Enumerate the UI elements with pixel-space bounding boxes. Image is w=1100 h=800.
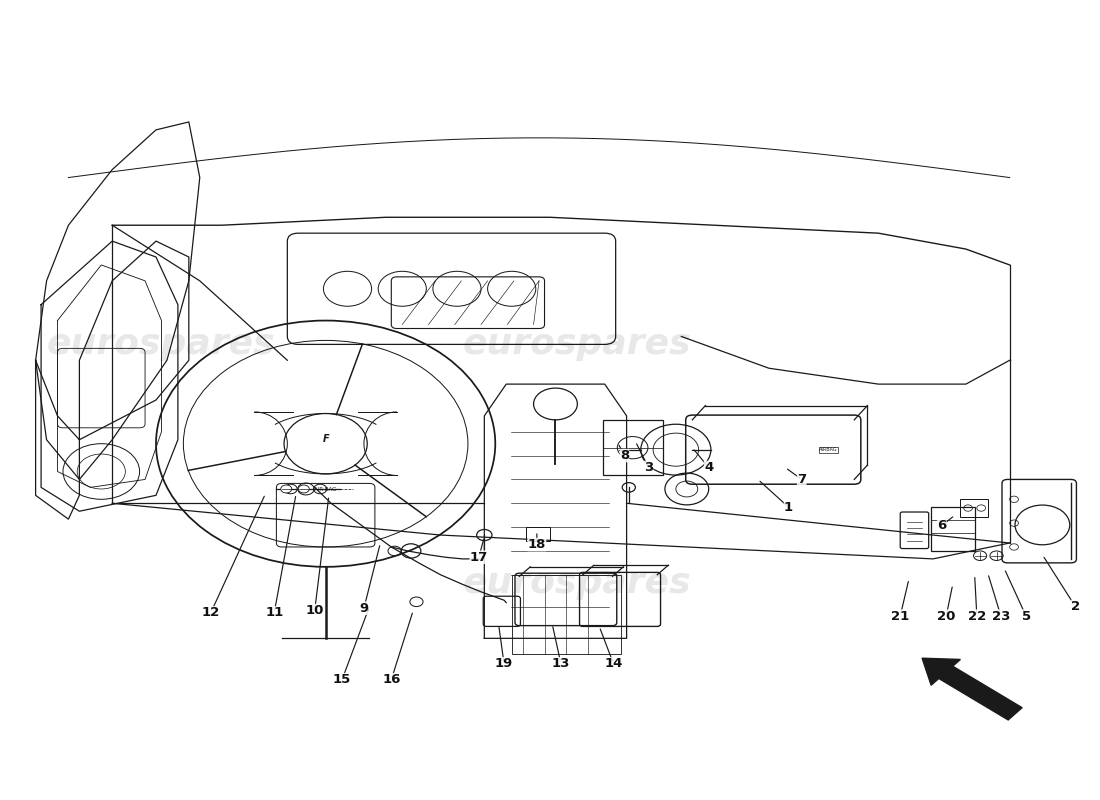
FancyArrow shape: [922, 658, 1022, 720]
Circle shape: [280, 485, 292, 493]
Text: 18: 18: [528, 538, 546, 551]
Text: 2: 2: [1070, 600, 1080, 613]
Bar: [512, 574, 621, 654]
Text: 1: 1: [784, 501, 793, 514]
Text: eurospares: eurospares: [462, 327, 691, 362]
Bar: [931, 507, 975, 551]
Text: 12: 12: [201, 606, 220, 619]
Text: 10: 10: [306, 604, 323, 617]
Text: 5: 5: [1022, 610, 1031, 622]
Text: 9: 9: [360, 602, 368, 614]
Text: AIR BAG: AIR BAG: [315, 487, 337, 492]
Text: 21: 21: [891, 610, 910, 622]
Text: 13: 13: [552, 658, 570, 670]
Text: 17: 17: [470, 550, 488, 564]
Text: 20: 20: [937, 610, 956, 622]
Bar: [960, 499, 988, 517]
Text: 8: 8: [619, 449, 629, 462]
Text: 22: 22: [968, 610, 986, 622]
Text: eurospares: eurospares: [46, 327, 275, 362]
Bar: [603, 420, 662, 475]
Text: 6: 6: [937, 519, 946, 532]
Text: 7: 7: [798, 473, 806, 486]
Text: 16: 16: [382, 673, 400, 686]
Bar: [526, 527, 550, 542]
Text: 23: 23: [992, 610, 1010, 622]
Text: 15: 15: [333, 673, 351, 686]
Text: 3: 3: [644, 461, 653, 474]
Text: 19: 19: [495, 658, 514, 670]
Text: 14: 14: [604, 658, 623, 670]
Text: 11: 11: [265, 606, 284, 619]
Text: 4: 4: [704, 461, 713, 474]
Text: eurospares: eurospares: [462, 566, 691, 600]
Text: AIRBAG: AIRBAG: [820, 447, 838, 452]
Text: F: F: [322, 434, 329, 444]
Circle shape: [298, 485, 309, 493]
